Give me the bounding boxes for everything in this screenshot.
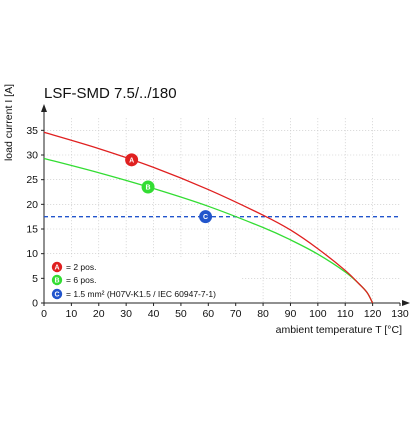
legend-entry-text: = 1.5 mm² (H07V-K1.5 / IEC 60947-7-1) [66, 289, 216, 299]
x-tick-label: 70 [230, 308, 242, 320]
legend-panel [45, 257, 241, 302]
legend-marker-label: A [54, 264, 59, 271]
y-tick-label: 20 [26, 199, 38, 211]
x-tick-label: 50 [175, 308, 187, 320]
x-axis-arrow [402, 300, 410, 306]
x-tick-label: 20 [93, 308, 105, 320]
x-tick-label: 10 [66, 308, 78, 320]
x-tick-label: 60 [202, 308, 214, 320]
x-tick-label: 40 [148, 308, 160, 320]
y-tick-label: 15 [26, 224, 38, 236]
series-marker-b [141, 180, 155, 194]
legend-marker-label: B [54, 277, 59, 284]
series-marker-label: A [129, 157, 134, 164]
x-tick-label: 130 [391, 308, 409, 320]
x-tick-label: 110 [337, 308, 354, 320]
x-tick-label: 80 [257, 308, 269, 320]
legend-marker-c [51, 288, 63, 300]
y-tick-label: 30 [26, 150, 38, 162]
series-marker-c [199, 210, 213, 224]
y-axis-title: load current I [A] [3, 84, 15, 161]
x-tick-label: 0 [41, 308, 47, 320]
legend-marker-a [51, 261, 63, 273]
x-axis-title: ambient temperature T [°C] [276, 324, 402, 336]
y-tick-label: 25 [26, 174, 38, 186]
series-marker-label: C [203, 214, 208, 221]
legend-marker-label: C [54, 291, 59, 298]
legend-entry-text: = 6 pos. [66, 275, 96, 285]
chart-title: LSF-SMD 7.5/../180 [44, 85, 177, 102]
series-marker-label: B [146, 184, 151, 191]
x-tick-label: 120 [364, 308, 382, 320]
x-tick-label: 90 [285, 308, 297, 320]
y-tick-label: 0 [32, 298, 38, 310]
y-tick-label: 5 [32, 273, 38, 285]
y-tick-label: 10 [26, 248, 38, 260]
legend-marker-b [51, 274, 63, 286]
legend-entry-text: = 2 pos. [66, 262, 96, 272]
y-tick-label: 35 [26, 125, 38, 137]
series-marker-a [125, 153, 139, 167]
x-tick-label: 100 [309, 308, 327, 320]
x-tick-label: 30 [120, 308, 132, 320]
y-axis-arrow [41, 104, 47, 112]
